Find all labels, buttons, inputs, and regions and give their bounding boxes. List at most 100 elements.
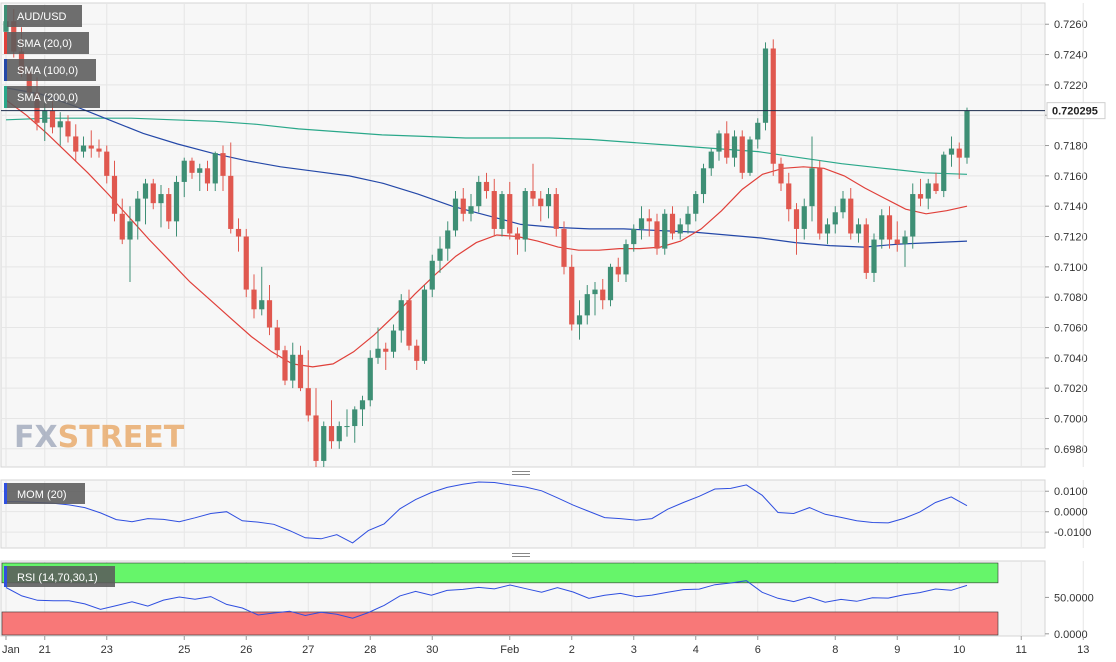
- candle-body: [111, 175, 118, 214]
- candle-body: [855, 224, 862, 234]
- candle-body: [367, 357, 373, 401]
- x-tick-label: 11: [1016, 644, 1027, 656]
- candle-body: [879, 215, 885, 240]
- candle-body: [220, 153, 226, 176]
- candle-body: [662, 213, 668, 249]
- candle-body: [57, 121, 63, 128]
- candle-body: [65, 121, 71, 137]
- x-tick-label: 6: [755, 644, 761, 656]
- x-tick-label: 4: [693, 644, 699, 656]
- y-tick-label: 0.7060: [1054, 322, 1088, 334]
- mom-y-tick-label: -0.0100: [1054, 527, 1091, 539]
- y-tick-label: 0.7120: [1054, 232, 1088, 244]
- x-tick-label: 9: [894, 644, 900, 656]
- candle-body: [755, 122, 761, 140]
- candle-body: [948, 148, 955, 155]
- candle-body: [228, 175, 234, 229]
- candle-body: [778, 163, 784, 184]
- legend-label: AUD/USD: [17, 11, 67, 23]
- candle-body: [809, 168, 815, 207]
- candle-body: [259, 300, 265, 310]
- candle-body: [731, 136, 738, 158]
- candle-body: [747, 139, 753, 173]
- x-tick-label: 28: [364, 644, 376, 656]
- candle-body: [390, 330, 397, 352]
- last-price-label: 0.720295: [1052, 106, 1098, 118]
- candle-body: [336, 426, 342, 442]
- candle-body: [212, 153, 218, 184]
- candle-body: [375, 348, 381, 358]
- candle-body: [483, 181, 490, 192]
- candle-body: [181, 160, 187, 182]
- candle-body: [716, 133, 722, 152]
- candle-body: [80, 145, 87, 152]
- candle-body: [786, 183, 792, 210]
- candle-body: [73, 136, 79, 152]
- y-tick-label: 0.7100: [1054, 262, 1088, 274]
- candle-body: [468, 206, 474, 214]
- candle-body: [290, 354, 296, 381]
- candle-body: [848, 198, 854, 234]
- candle-body: [770, 48, 776, 164]
- legend-label: SMA (20,0): [17, 38, 72, 50]
- candle-body: [104, 151, 110, 176]
- candle-body: [266, 300, 273, 328]
- x-tick-label: 2: [569, 644, 575, 656]
- watermark-street: STREET: [58, 420, 185, 455]
- rsi-legend-label: RSI (14,70,30,1): [17, 572, 98, 584]
- candle-body: [917, 194, 924, 199]
- candle-body: [398, 300, 404, 331]
- candle-body: [894, 239, 900, 245]
- legend-color-swatch: [4, 566, 7, 587]
- candle-body: [615, 266, 621, 275]
- watermark-fx: FX: [14, 420, 58, 455]
- candle-body: [88, 145, 94, 149]
- candle-body: [584, 294, 590, 316]
- candle-body: [189, 160, 195, 173]
- candle-body: [507, 194, 513, 234]
- candle-body: [460, 198, 466, 214]
- y-tick-label: 0.7020: [1054, 383, 1088, 395]
- candle-body: [235, 228, 242, 237]
- candle-body: [251, 289, 257, 310]
- candle-body: [956, 148, 962, 158]
- legend-box: [4, 86, 100, 108]
- y-tick-label: 0.7000: [1054, 413, 1088, 425]
- y-tick-label: 0.7160: [1054, 171, 1088, 183]
- candle-body: [693, 194, 699, 214]
- rsi-y-tick-label: 50.0000: [1054, 592, 1094, 604]
- candle-body: [499, 194, 505, 229]
- candle-body: [592, 289, 598, 295]
- candle-body: [964, 110, 970, 158]
- legend-box: [4, 483, 85, 504]
- candle-body: [886, 215, 893, 240]
- candle-body: [119, 213, 125, 240]
- x-tick-label: 21: [39, 644, 51, 656]
- sma100-line: [5, 87, 968, 248]
- mom-y-tick-label: 0.0100: [1054, 486, 1088, 498]
- candle-body: [910, 194, 916, 237]
- candle-body: [127, 221, 133, 240]
- x-tick-label: 23: [101, 644, 113, 656]
- x-tick-label: 30: [426, 644, 438, 656]
- legend-color-swatch: [4, 59, 7, 81]
- mom-y-tick-label: 0.0000: [1054, 507, 1088, 519]
- y-tick-label: 0.7140: [1054, 201, 1088, 213]
- candle-body: [49, 110, 56, 128]
- candle-body: [173, 181, 180, 222]
- candle-body: [933, 183, 939, 192]
- x-tick-label: 27: [302, 644, 314, 656]
- candle-body: [383, 348, 389, 352]
- legend-box: [4, 32, 89, 54]
- last-price-box: [1046, 102, 1106, 120]
- candle-body: [902, 236, 908, 245]
- legend-color-swatch: [4, 86, 7, 108]
- candle-body: [26, 72, 32, 93]
- candle-body: [832, 212, 838, 225]
- candle-body: [328, 426, 335, 442]
- candle-body: [801, 206, 807, 229]
- candle-body: [243, 236, 249, 290]
- candle-body: [166, 194, 172, 222]
- candle-body: [150, 183, 156, 204]
